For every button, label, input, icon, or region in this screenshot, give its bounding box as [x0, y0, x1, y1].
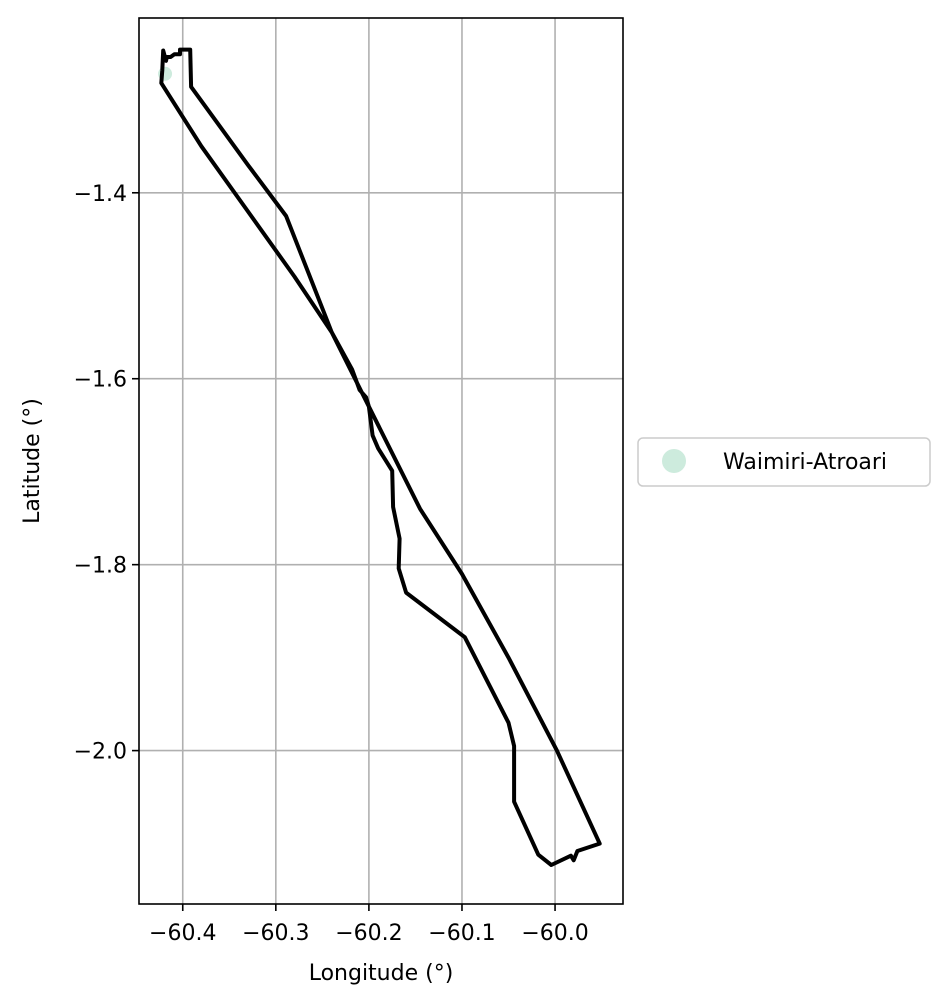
- x-tick-label: −60.1: [428, 921, 495, 946]
- plot-frame: [138, 17, 624, 905]
- grid-lines: [139, 18, 623, 904]
- y-tick-label: −1.6: [74, 368, 127, 393]
- y-tick-label: −2.0: [74, 740, 127, 765]
- x-tick-label: −60.3: [242, 921, 309, 946]
- x-axis-ticks: −60.4 −60.3 −60.2 −60.1 −60.0: [149, 904, 589, 946]
- y-axis-ticks: −1.4 −1.6 −1.8 −2.0: [74, 182, 139, 765]
- x-tick-label: −60.2: [335, 921, 402, 946]
- legend-label: Waimiri-Atroari: [723, 450, 887, 475]
- x-axis-label: Longitude (°): [309, 961, 454, 986]
- y-axis-label: Latitude (°): [20, 398, 45, 524]
- x-tick-label: −60.0: [521, 921, 588, 946]
- y-tick-label: −1.4: [74, 182, 127, 207]
- territory-boundary: [159, 47, 602, 867]
- legend-marker: [662, 449, 686, 473]
- legend-box: [637, 437, 931, 487]
- x-tick-label: −60.4: [149, 921, 216, 946]
- y-tick-label: −1.8: [74, 554, 127, 579]
- legend: Waimiri-Atroari: [637, 437, 931, 487]
- boundary-outline: [159, 47, 602, 867]
